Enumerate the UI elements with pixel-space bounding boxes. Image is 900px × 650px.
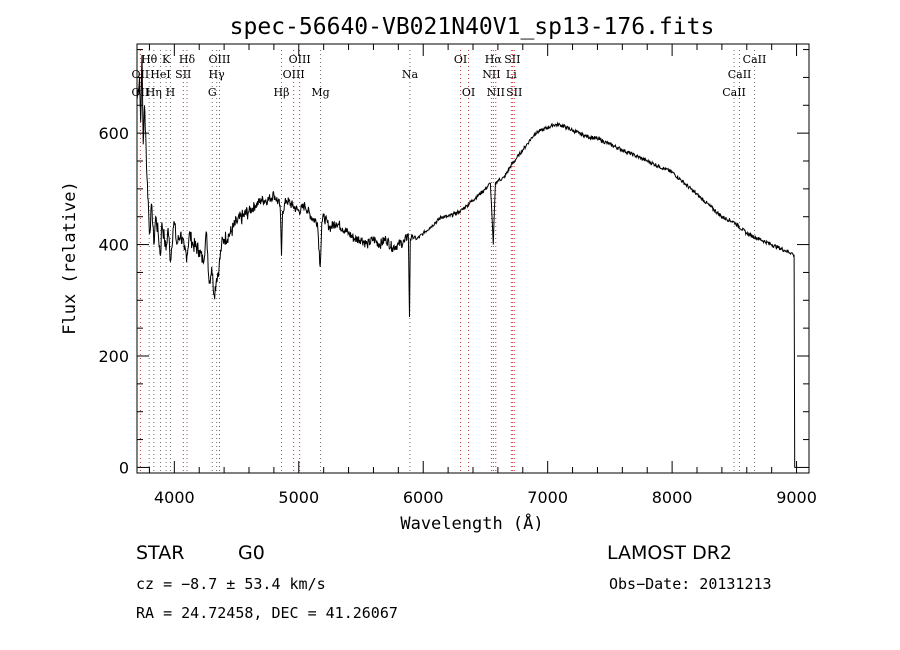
line-label-27: CaII [722,86,746,99]
line-label-25: NII [487,86,505,99]
chart-title: spec-56640-VB021N40V1_sp13-176.fits [230,14,715,40]
coordinates-text: RA = 24.72458, DEC = 41.26067 [136,604,398,622]
spectral-line-markers [139,50,755,473]
obs-date-text: Obs−Date: 20131213 [609,575,772,593]
line-label-0: Hθ [141,53,158,66]
y-tick-label-1: 200 [98,347,129,366]
y-tick-label-0: 0 [119,458,129,477]
spectrum-line [136,55,797,468]
line-label-4: OIII [289,53,311,66]
line-label-26: SII [506,86,522,99]
x-tick-label-2: 6000 [403,488,444,507]
x-axis: 4000 5000 6000 7000 8000 9000 [148,44,817,507]
line-label-22: Hβ [274,86,290,99]
line-label-21: G [208,86,217,99]
line-label-20: H [166,86,176,99]
line-label-1: K [162,53,171,66]
y-tick-label-3: 600 [98,124,129,143]
survey-label: LAMOST DR2 [607,542,732,564]
line-label-10: HeI [150,68,170,81]
line-label-17: CaII [728,68,752,81]
y-axis-label: Flux (relative) [60,181,80,335]
line-label-3: OIII [208,53,230,66]
x-axis-label: Wavelength (Å) [400,512,543,534]
line-label-2: Hδ [179,53,196,66]
redshift-text: cz = −8.7 ± 53.4 km/s [136,575,326,593]
x-tick-label-4: 8000 [652,488,693,507]
line-label-12: Hγ [209,68,226,81]
line-label-5: OI [454,53,467,66]
x-tick-label-3: 7000 [527,488,568,507]
line-label-11: SII [175,68,191,81]
y-axis: 0 200 400 600 [98,49,809,477]
x-tick-label-1: 5000 [278,488,319,507]
line-label-24: OI [462,86,475,99]
line-label-9: OII [132,68,150,81]
line-label-16: Li [506,68,517,81]
line-label-13: OIII [283,68,305,81]
x-tick-label-0: 4000 [154,488,195,507]
line-label-15: NII [482,68,500,81]
class-label: STAR [136,542,185,564]
plot-frame [136,43,810,474]
line-label-23: Mg [311,86,329,99]
x-tick-label-5: 9000 [776,488,817,507]
subclass-label: G0 [238,542,265,564]
line-label-8: CaII [743,53,767,66]
line-label-14: Na [402,68,419,81]
line-label-7: SII [504,53,520,66]
y-tick-label-2: 400 [98,236,129,255]
line-label-19: Hη [146,86,162,99]
line-label-6: Hα [485,53,503,66]
